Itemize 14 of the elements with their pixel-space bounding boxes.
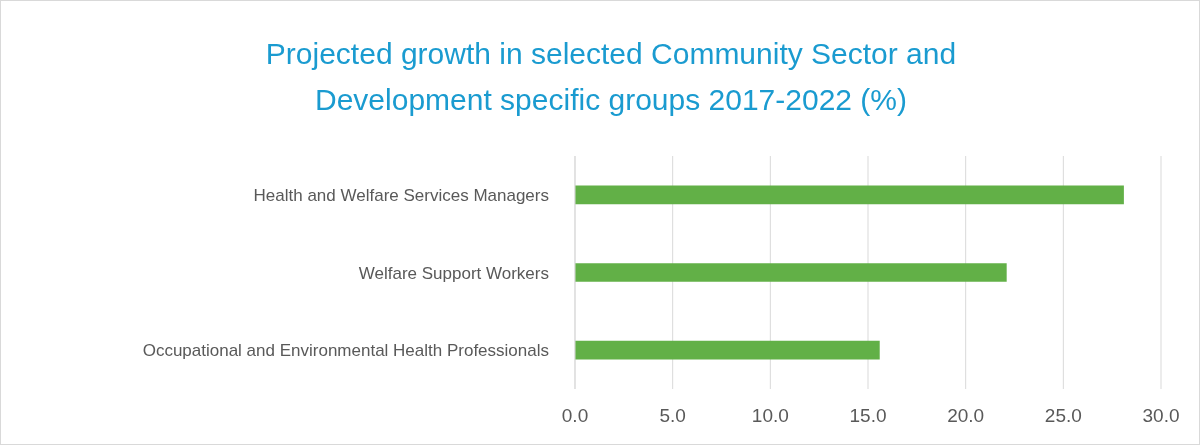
bar [575,340,880,360]
x-tick-label: 10.0 [751,405,789,427]
bar [575,263,1007,282]
x-tick-label: 5.0 [659,405,686,427]
y-tick-label: Welfare Support Workers [358,263,549,283]
chart-title: Projected growth in selected Community Sector and Development specific groups 2017-2022 (%) [264,36,958,118]
x-tick-label: 20.0 [947,405,985,427]
x-tick-label: 0.0 [561,405,589,427]
x-tick-label: 25.0 [1044,405,1082,427]
x-tick-label: 15.0 [849,405,887,427]
x-tick-label: 30.0 [1142,405,1180,427]
y-tick-label: Occupational and Environmental Health Professionals [142,341,549,361]
bar [575,185,1124,205]
y-tick-label: Health and Welfare Services Managers [253,185,549,205]
